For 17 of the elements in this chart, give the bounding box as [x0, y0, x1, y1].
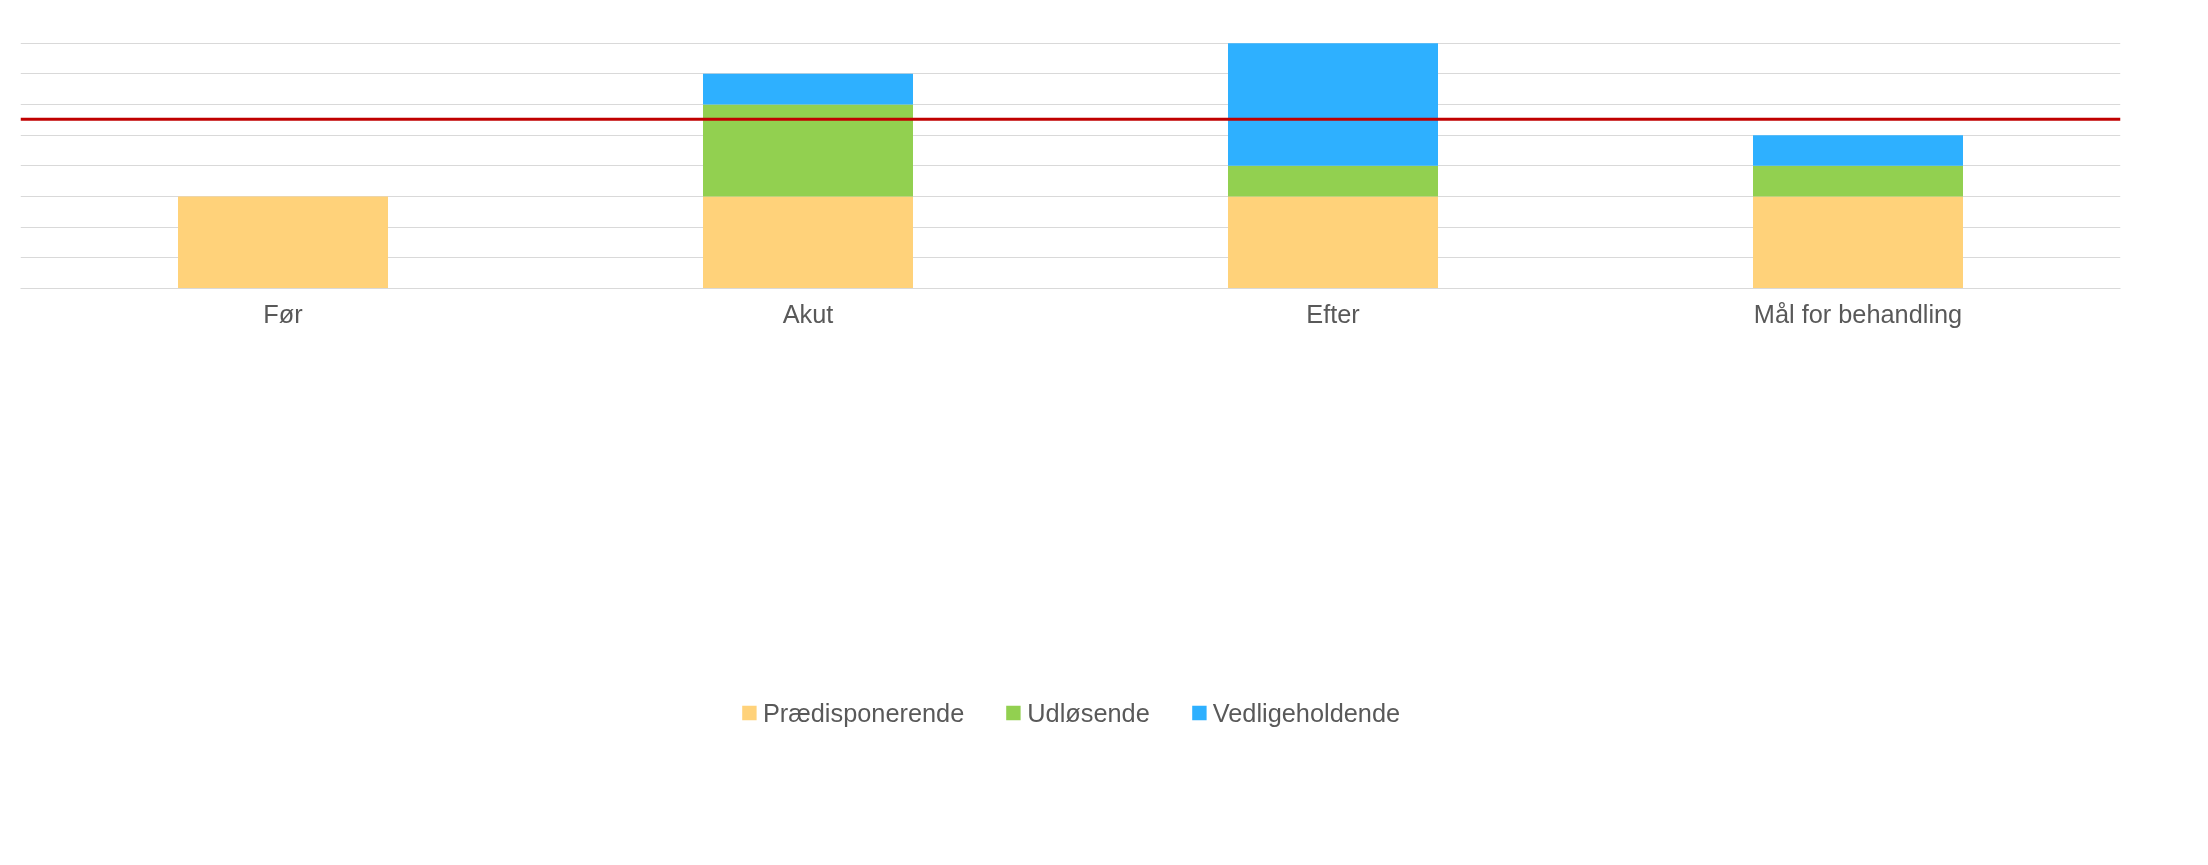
bar [1753, 165, 1963, 197]
bar [1228, 165, 1438, 197]
bar [1753, 196, 1963, 289]
bar [703, 104, 913, 197]
x-tick-label: Mål for behandling [1753, 299, 1963, 328]
bar [1228, 196, 1438, 289]
x-tick-label: Akut [782, 299, 834, 328]
x-tick-label: Før [263, 299, 304, 328]
legend-label: Prædisponerende [762, 698, 965, 728]
bar [1228, 43, 1438, 166]
bar [703, 73, 913, 105]
bar [178, 196, 388, 289]
bar [1753, 135, 1963, 166]
legend-label: Vedligeholdende [1212, 698, 1401, 728]
legend-label: Udløsende [1027, 698, 1150, 728]
bar [703, 196, 913, 289]
x-tick-label: Efter [1306, 299, 1361, 328]
